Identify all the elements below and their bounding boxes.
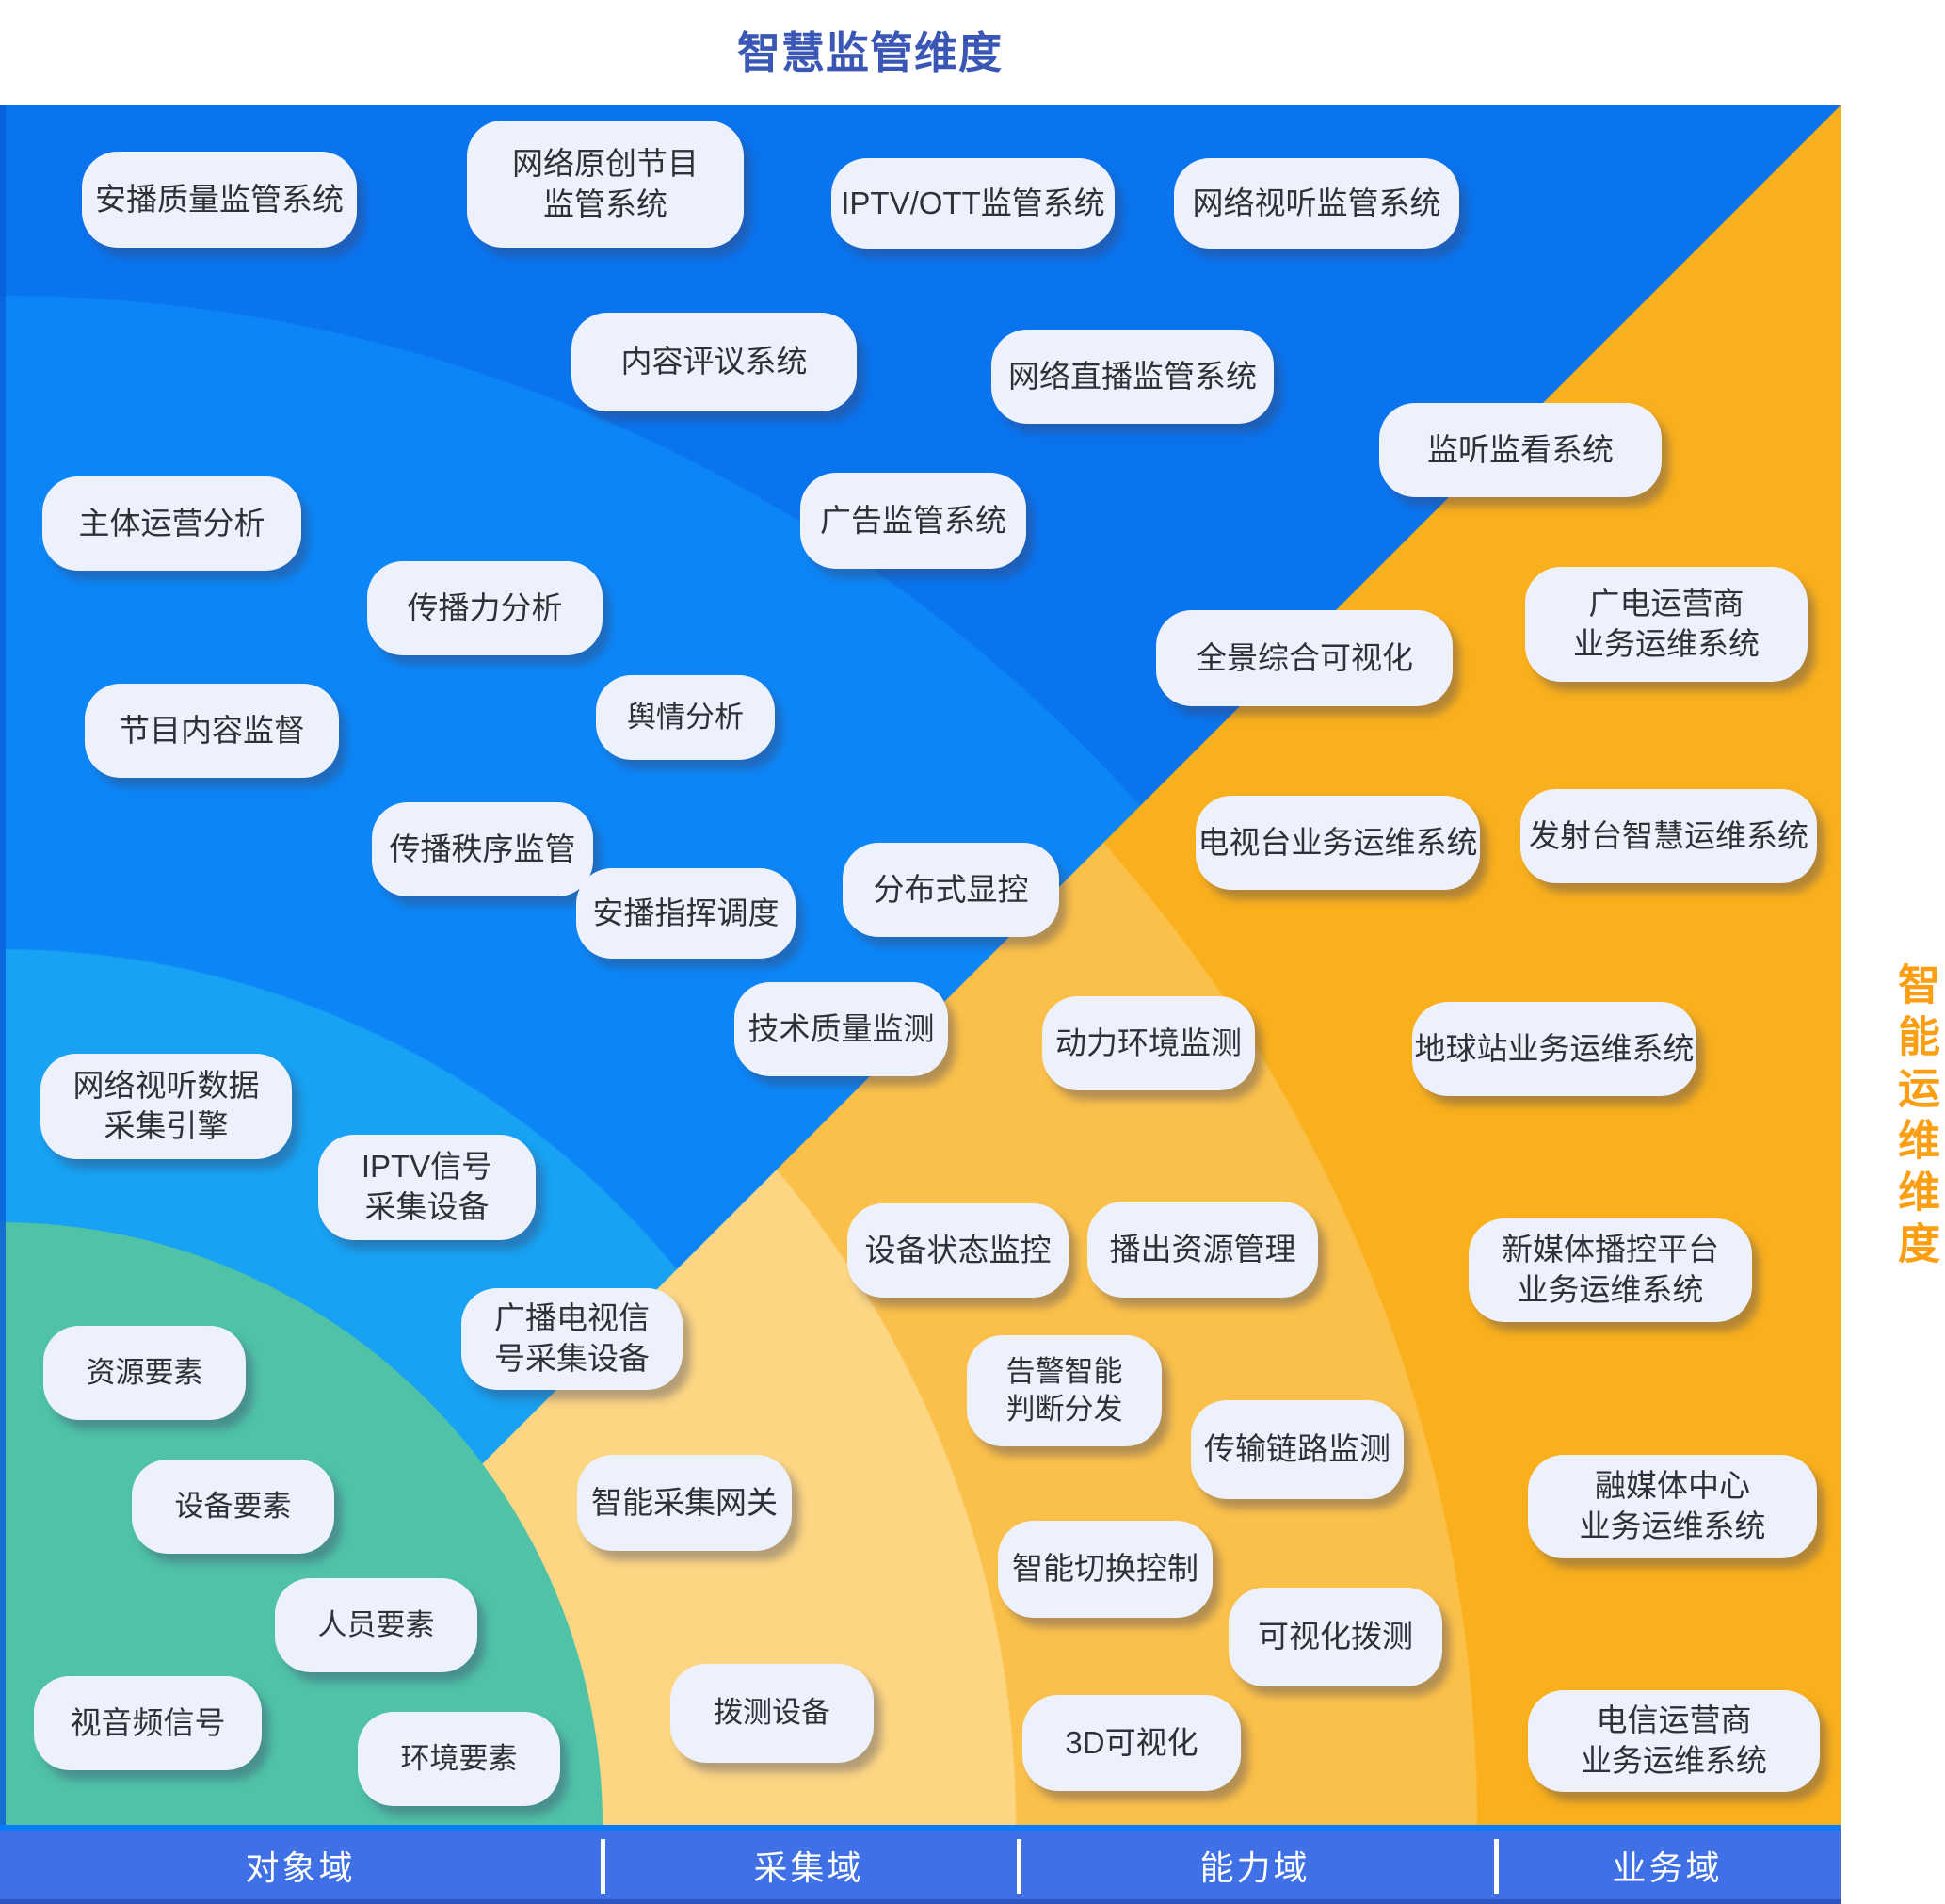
diagram-pill: 内容评议系统 bbox=[571, 313, 857, 411]
diagram-pill: IPTV信号 采集设备 bbox=[318, 1135, 536, 1240]
diagram-pill: 广告监管系统 bbox=[800, 473, 1026, 569]
domain-bar-label: 对象域 bbox=[245, 1848, 356, 1887]
domain-bar-label: 能力域 bbox=[1199, 1848, 1310, 1887]
diagram-pill: 设备要素 bbox=[132, 1460, 334, 1554]
domain-bar-separator bbox=[1017, 1839, 1021, 1894]
diagram-pill: 网络直播监管系统 bbox=[991, 330, 1274, 424]
diagram-pill: 网络视听数据 采集引擎 bbox=[40, 1054, 292, 1159]
diagram-pill: 舆情分析 bbox=[596, 675, 775, 760]
diagram-pill: 网络视听监管系统 bbox=[1174, 158, 1459, 249]
diagram-pill: 传播力分析 bbox=[367, 561, 603, 655]
diagram-pill: 发射台智慧运维系统 bbox=[1520, 789, 1817, 883]
diagram-pill: 节目内容监督 bbox=[85, 684, 339, 778]
diagram-pill: 智能切换控制 bbox=[998, 1521, 1213, 1618]
diagram-pill: 拨测设备 bbox=[670, 1664, 874, 1763]
diagram-pill: 主体运营分析 bbox=[42, 476, 301, 571]
diagram-pill: 人员要素 bbox=[275, 1578, 477, 1672]
diagram-pill: 电视台业务运维系统 bbox=[1196, 796, 1480, 890]
diagram-pill: 分布式显控 bbox=[843, 843, 1059, 937]
diagram-pill: 可视化拨测 bbox=[1229, 1588, 1442, 1686]
diagram-pill: 安播指挥调度 bbox=[576, 868, 796, 959]
diagram-pill: 监听监看系统 bbox=[1379, 403, 1662, 497]
diagram-pill: 动力环境监测 bbox=[1042, 996, 1255, 1090]
diagram-board: 安播质量监管系统 网络原创节目 监管系统 IPTV/OTT监管系统 网络视听监管系统内… bbox=[0, 105, 1841, 1904]
diagram-pill: 传输链路监测 bbox=[1191, 1400, 1404, 1499]
diagram-pill: 地球站业务运维系统 bbox=[1412, 1002, 1696, 1096]
domain-bar-separator bbox=[1494, 1839, 1499, 1894]
diagram-pill: 播出资源管理 bbox=[1087, 1202, 1318, 1298]
domain-bar-separator bbox=[601, 1839, 605, 1894]
diagram-pill: 技术质量监测 bbox=[734, 982, 948, 1076]
domain-bar: 对象域 采集域 能力域 业务域 bbox=[0, 1825, 1841, 1904]
diagram-pill: 电信运营商 业务运维系统 bbox=[1528, 1690, 1820, 1792]
domain-bar-label: 业务域 bbox=[1612, 1848, 1723, 1887]
diagram-pill: 网络原创节目 监管系统 bbox=[467, 121, 744, 248]
side-title-vertical: 智能运维维度 bbox=[1891, 962, 1939, 1273]
diagram-pill: 安播质量监管系统 bbox=[82, 152, 357, 248]
diagram-pill: 广电运营商 业务运维系统 bbox=[1525, 567, 1808, 682]
diagram-pill: 资源要素 bbox=[43, 1326, 246, 1420]
diagram-pill: 智能采集网关 bbox=[577, 1455, 792, 1551]
diagram-pill: IPTV/OTT监管系统 bbox=[831, 158, 1115, 249]
diagram-pill: 广播电视信 号采集设备 bbox=[461, 1288, 683, 1390]
page-title: 智慧监管维度 bbox=[737, 28, 1003, 77]
diagram-pill: 全景综合可视化 bbox=[1156, 610, 1453, 706]
diagram-pill: 设备状态监控 bbox=[847, 1203, 1069, 1298]
domain-bar-label: 采集域 bbox=[753, 1848, 864, 1887]
diagram-pill: 环境要素 bbox=[358, 1712, 560, 1806]
diagram-pill: 传播秩序监管 bbox=[372, 802, 593, 896]
diagram-pill: 3D可视化 bbox=[1022, 1695, 1241, 1791]
diagram-pill: 新媒体播控平台 业务运维系统 bbox=[1469, 1218, 1752, 1322]
board-left-edge bbox=[0, 105, 6, 1825]
diagram-pill: 视音频信号 bbox=[34, 1676, 262, 1770]
diagram-pill: 融媒体中心 业务运维系统 bbox=[1528, 1455, 1817, 1558]
diagram-pill: 告警智能 判断分发 bbox=[967, 1335, 1162, 1446]
